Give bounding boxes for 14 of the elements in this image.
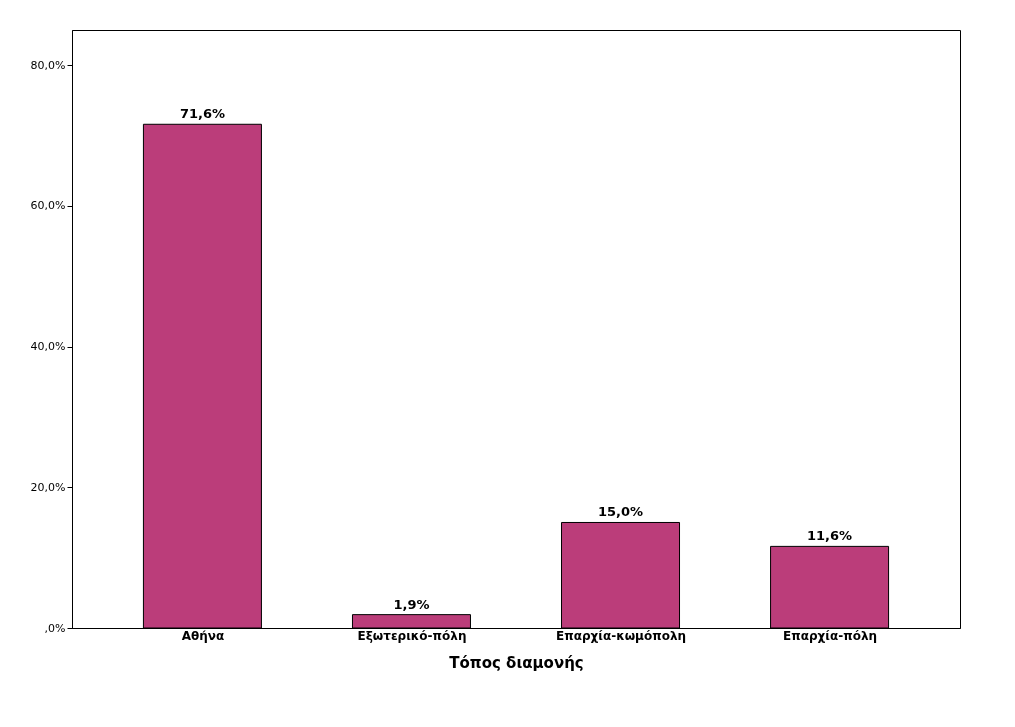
data-label: 71,6% [179,106,225,122]
x-tick-label: Επαρχία-κωμόπολη [555,628,687,643]
y-tick-label: 60,0% [30,199,66,213]
data-label: 11,6% [807,528,853,544]
y-tick-label: 20,0% [30,480,66,494]
x-tick-label: Εξωτερικό-πόλη [357,628,467,643]
y-tick-label: 80,0% [30,58,66,72]
y-tick-label: 40,0% [30,340,66,354]
data-label: 1,9% [393,596,430,612]
data-label: 15,0% [597,504,644,520]
x-axis-title: Τόπος διαμονής [449,653,584,672]
x-tick-label: Επαρχία-πόλη [783,628,878,643]
y-tick-label: ,0% [44,621,66,635]
x-tick-label: Αθήνα [181,628,225,643]
